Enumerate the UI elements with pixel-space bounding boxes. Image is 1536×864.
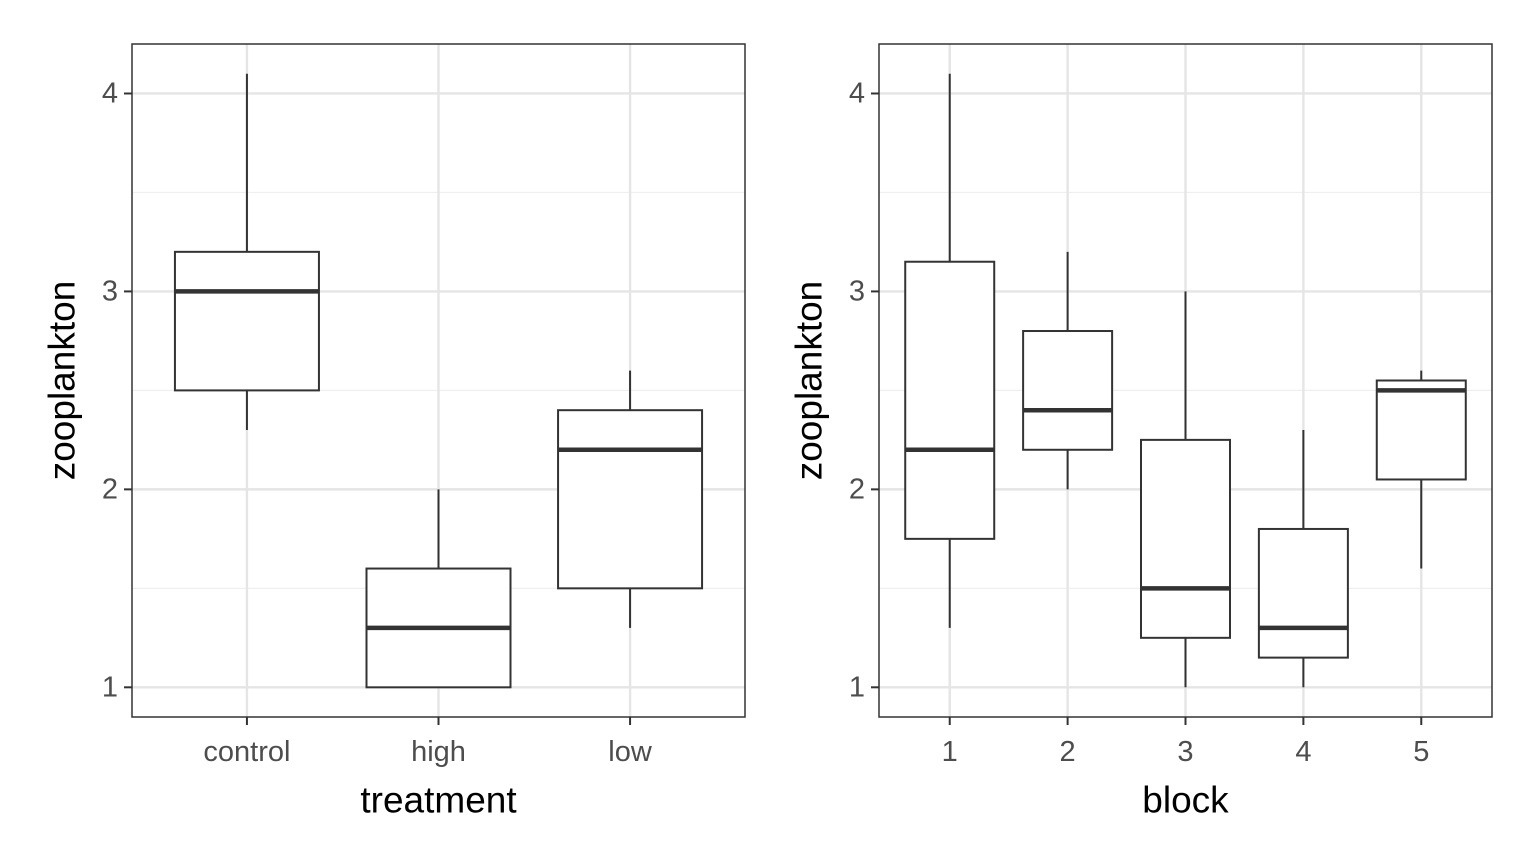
x-axis-title: treatment	[360, 780, 517, 821]
y-tick-label: 2	[102, 473, 118, 505]
iqr-box	[557, 409, 704, 590]
y-tick-label: 3	[102, 275, 118, 307]
box-control	[173, 73, 320, 430]
y-tick-label: 3	[849, 275, 865, 307]
x-tick-label: 4	[1295, 736, 1311, 768]
block-boxplot-panel: 1 2 3 4 1 2 3 4 5 block zooplankton	[789, 43, 1493, 821]
box-4	[1257, 429, 1349, 688]
iqr-box	[904, 260, 996, 540]
x-tick-label: 5	[1413, 736, 1429, 768]
box-3	[1140, 291, 1231, 688]
y-tick-label: 1	[102, 671, 118, 703]
iqr-box	[1140, 438, 1231, 639]
x-axis-title: block	[1142, 780, 1229, 821]
x-tick-label: high	[411, 736, 466, 768]
iqr-box	[1022, 330, 1114, 451]
box-1	[904, 73, 996, 628]
iqr-box	[1257, 527, 1349, 659]
x-tick-label: 1	[942, 736, 958, 768]
x-tick-label: low	[608, 736, 653, 768]
x-tick-label: 3	[1177, 736, 1193, 768]
panel-border	[878, 43, 1493, 718]
x-tick-label: 2	[1060, 736, 1076, 768]
box-high	[365, 489, 512, 689]
iqr-box	[1375, 379, 1467, 481]
box-low	[557, 370, 704, 628]
treatment-boxplot-panel: 1 2 3 4 control high low treatment zooplankton	[42, 43, 746, 821]
iqr-box	[173, 250, 320, 392]
panel-border	[131, 43, 746, 718]
y-tick-label: 4	[102, 77, 118, 109]
y-tick-label: 4	[849, 77, 865, 109]
x-tick-label: control	[203, 736, 290, 768]
y-tick-label: 2	[849, 473, 865, 505]
box-5	[1375, 370, 1467, 569]
y-axis-title: zooplankton	[789, 281, 830, 481]
y-axis-title: zooplankton	[42, 281, 83, 481]
y-tick-label: 1	[849, 671, 865, 703]
box-2	[1022, 251, 1114, 490]
